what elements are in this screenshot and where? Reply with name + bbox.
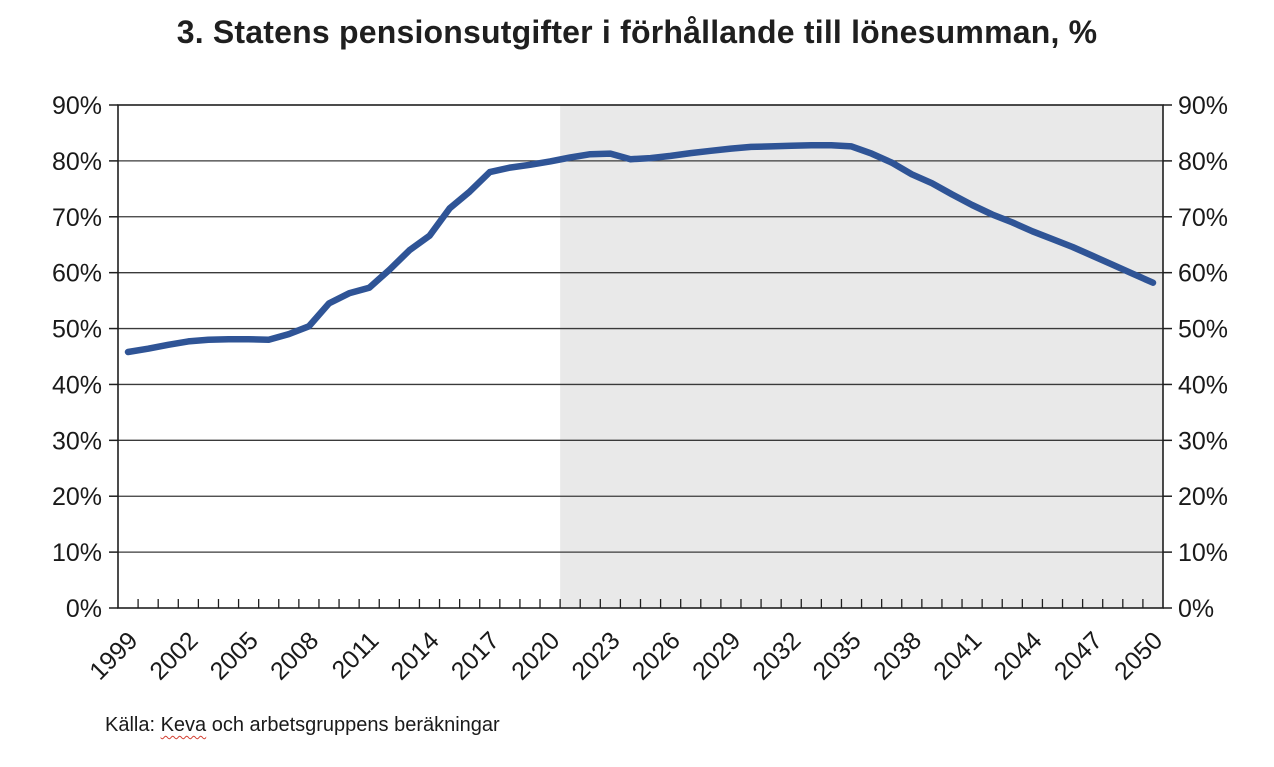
x-axis-label: 2011 (327, 626, 385, 684)
source-note: Källa: Keva och arbetsgruppens beräkning… (105, 714, 500, 737)
x-axis-label: 2026 (627, 626, 686, 685)
y-axis-label-left: 0% (66, 595, 102, 623)
y-axis-label-left: 70% (52, 204, 102, 232)
y-axis-label-left: 80% (52, 148, 102, 176)
y-axis-label-right: 20% (1178, 483, 1228, 511)
y-axis-label-left: 40% (52, 371, 102, 399)
x-axis-label: 2017 (446, 626, 505, 685)
y-axis-label-left: 30% (52, 427, 102, 455)
x-axis-label: 2032 (747, 626, 806, 685)
y-axis-label-left: 50% (52, 316, 102, 344)
forecast-region (560, 105, 1163, 608)
series-line (124, 141, 1157, 356)
source-prefix: Källa: (105, 714, 161, 736)
x-axis-label: 2023 (566, 626, 625, 685)
y-axis-label-left: 90% (52, 92, 102, 120)
source-suffix: och arbetsgruppens beräkningar (206, 714, 500, 736)
x-axis-label: 2038 (868, 626, 927, 685)
y-axis-label-left: 60% (52, 260, 102, 288)
y-axis-label-right: 70% (1178, 204, 1228, 232)
y-axis-label-right: 40% (1178, 371, 1228, 399)
y-axis-label-right: 60% (1178, 260, 1228, 288)
x-axis-label: 2005 (205, 626, 264, 685)
y-axis-label-right: 0% (1178, 595, 1214, 623)
chart-title: 3. Statens pensionsutgifter i förhålland… (176, 14, 1098, 50)
y-axis-label-right: 10% (1178, 539, 1228, 567)
y-axis-label-right: 80% (1178, 148, 1228, 176)
x-axis-label: 2008 (265, 626, 324, 685)
x-axis-label: 1999 (84, 626, 143, 685)
plot-frame (117, 104, 1164, 609)
x-axis-label: 2002 (144, 626, 203, 685)
source-spellchecked-word: Keva (160, 714, 207, 736)
x-axis-label: 2029 (687, 626, 746, 685)
y-axis-label-left: 10% (52, 539, 102, 567)
y-axis-label-right: 90% (1178, 92, 1228, 120)
x-axis-label: 2014 (386, 626, 445, 685)
x-axis-label: 2044 (988, 626, 1047, 685)
y-axis-label-left: 20% (52, 483, 102, 511)
x-axis-label: 2035 (808, 626, 867, 685)
x-axis-label: 2050 (1109, 626, 1168, 685)
y-axis-label-right: 50% (1178, 316, 1228, 344)
x-axis-label: 2020 (506, 626, 565, 685)
y-axis-label-right: 30% (1178, 427, 1228, 455)
x-axis-label: 2041 (928, 626, 987, 685)
x-axis-label: 2047 (1049, 626, 1108, 685)
